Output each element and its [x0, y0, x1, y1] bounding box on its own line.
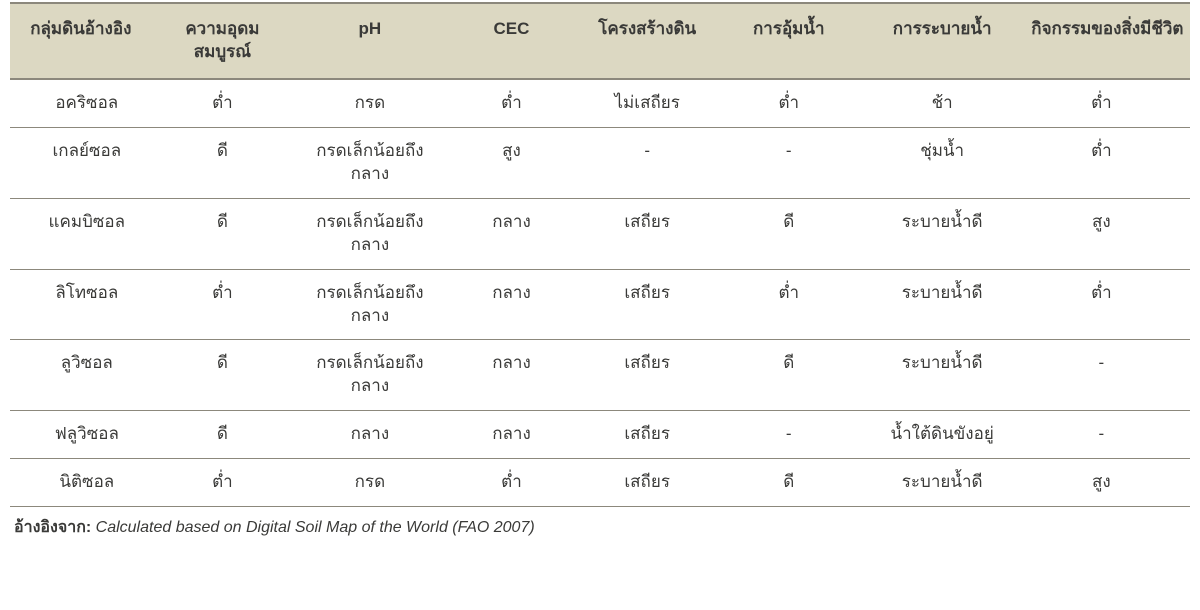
cell: ต่ำ: [1025, 127, 1190, 198]
cell: น้ำใต้ดินขังอยู่: [860, 411, 1025, 459]
cell: กลาง: [447, 411, 577, 459]
table-row: ลูวิซอล ดี กรดเล็กน้อยถึงกลาง กลาง เสถีย…: [10, 340, 1190, 411]
col-header: กิจกรรมของสิ่งมีชีวิต: [1025, 3, 1190, 79]
cell: ดี: [152, 127, 294, 198]
cell: -: [576, 127, 718, 198]
cell: เสถียร: [576, 411, 718, 459]
cell: กลาง: [293, 411, 446, 459]
cell: ระบายน้ำดี: [860, 198, 1025, 269]
cell: เสถียร: [576, 340, 718, 411]
cell: ดี: [152, 411, 294, 459]
col-header: การอุ้มน้ำ: [718, 3, 860, 79]
cell: เสถียร: [576, 459, 718, 507]
cell: ฟลูวิซอล: [10, 411, 152, 459]
cell: -: [1025, 411, 1190, 459]
cell: กรดเล็กน้อยถึงกลาง: [293, 269, 446, 340]
cell: ดี: [152, 340, 294, 411]
cell: เสถียร: [576, 269, 718, 340]
cell: สูง: [1025, 198, 1190, 269]
cell: ดี: [718, 198, 860, 269]
cell: ต่ำ: [1025, 269, 1190, 340]
cell: กลาง: [447, 340, 577, 411]
cell: ต่ำ: [152, 459, 294, 507]
table-row: เกลย์ซอล ดี กรดเล็กน้อยถึงกลาง สูง - - ช…: [10, 127, 1190, 198]
cell: ลิโทซอล: [10, 269, 152, 340]
col-header: ความอุดมสมบูรณ์: [152, 3, 294, 79]
cell: ต่ำ: [447, 459, 577, 507]
cell: ต่ำ: [152, 79, 294, 127]
col-header: pH: [293, 3, 446, 79]
cell: ไม่เสถียร: [576, 79, 718, 127]
cell: -: [1025, 340, 1190, 411]
cell: ดี: [718, 459, 860, 507]
cell: กรดเล็กน้อยถึงกลาง: [293, 198, 446, 269]
cell: เกลย์ซอล: [10, 127, 152, 198]
col-header: โครงสร้างดิน: [576, 3, 718, 79]
table-row: ลิโทซอล ต่ำ กรดเล็กน้อยถึงกลาง กลาง เสถี…: [10, 269, 1190, 340]
cell: -: [718, 411, 860, 459]
footnote: อ้างอิงจาก: Calculated based on Digital …: [10, 507, 1190, 540]
cell: เสถียร: [576, 198, 718, 269]
cell: กลาง: [447, 198, 577, 269]
cell: นิติซอล: [10, 459, 152, 507]
cell: ระบายน้ำดี: [860, 269, 1025, 340]
cell: ต่ำ: [718, 79, 860, 127]
table-row: อคริซอล ต่ำ กรด ต่ำ ไม่เสถียร ต่ำ ช้า ต่…: [10, 79, 1190, 127]
cell: ระบายน้ำดี: [860, 340, 1025, 411]
table-body: อคริซอล ต่ำ กรด ต่ำ ไม่เสถียร ต่ำ ช้า ต่…: [10, 79, 1190, 507]
table-row: นิติซอล ต่ำ กรด ต่ำ เสถียร ดี ระบายน้ำดี…: [10, 459, 1190, 507]
cell: -: [718, 127, 860, 198]
footnote-text: Calculated based on Digital Soil Map of …: [91, 519, 534, 536]
col-header: CEC: [447, 3, 577, 79]
cell: สูง: [1025, 459, 1190, 507]
cell: ต่ำ: [718, 269, 860, 340]
header-row: กลุ่มดินอ้างอิง ความอุดมสมบูรณ์ pH CEC โ…: [10, 3, 1190, 79]
col-header: การระบายน้ำ: [860, 3, 1025, 79]
cell: กรด: [293, 459, 446, 507]
cell: ชุ่มน้ำ: [860, 127, 1025, 198]
footnote-label: อ้างอิงจาก:: [14, 519, 91, 536]
cell: ต่ำ: [447, 79, 577, 127]
cell: กรดเล็กน้อยถึงกลาง: [293, 127, 446, 198]
cell: แคมบิซอล: [10, 198, 152, 269]
cell: ดี: [152, 198, 294, 269]
cell: ต่ำ: [152, 269, 294, 340]
cell: กรดเล็กน้อยถึงกลาง: [293, 340, 446, 411]
table-row: แคมบิซอล ดี กรดเล็กน้อยถึงกลาง กลาง เสถี…: [10, 198, 1190, 269]
cell: ดี: [718, 340, 860, 411]
col-header: กลุ่มดินอ้างอิง: [10, 3, 152, 79]
soil-table: กลุ่มดินอ้างอิง ความอุดมสมบูรณ์ pH CEC โ…: [10, 2, 1190, 507]
cell: กรด: [293, 79, 446, 127]
cell: อคริซอล: [10, 79, 152, 127]
cell: ลูวิซอล: [10, 340, 152, 411]
cell: ระบายน้ำดี: [860, 459, 1025, 507]
table-row: ฟลูวิซอล ดี กลาง กลาง เสถียร - น้ำใต้ดิน…: [10, 411, 1190, 459]
cell: ช้า: [860, 79, 1025, 127]
cell: สูง: [447, 127, 577, 198]
cell: ต่ำ: [1025, 79, 1190, 127]
cell: กลาง: [447, 269, 577, 340]
